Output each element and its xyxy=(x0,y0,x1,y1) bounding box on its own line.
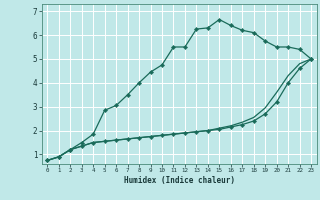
X-axis label: Humidex (Indice chaleur): Humidex (Indice chaleur) xyxy=(124,176,235,185)
